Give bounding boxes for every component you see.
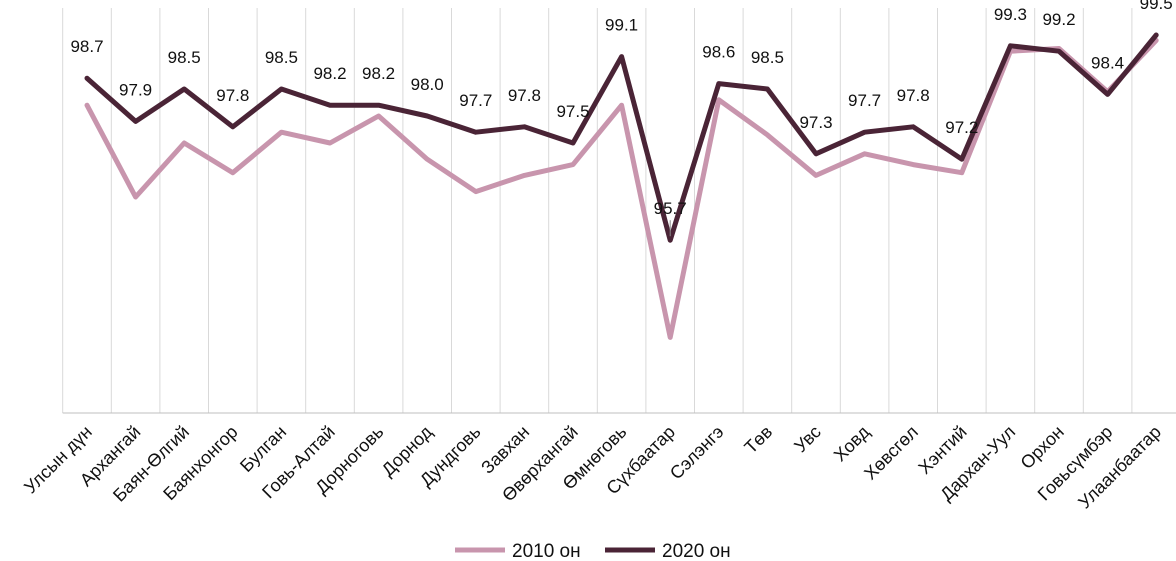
data-label: 97.2 <box>945 118 978 137</box>
legend-label-2020: 2020 он <box>662 541 731 561</box>
data-label: 98.5 <box>168 48 201 67</box>
series-line-2020 <box>84 32 1159 243</box>
data-label: 98.5 <box>751 48 784 67</box>
legend: 2010 он 2020 он <box>455 541 731 561</box>
x-tick-labels: Улсын дүнАрхангайБаян-ӨлгийБаянхонгорБул… <box>20 421 1165 512</box>
data-label: 97.8 <box>508 86 541 105</box>
data-label: 97.3 <box>799 113 832 132</box>
data-label: 95.7 <box>654 199 687 218</box>
data-label: 99.2 <box>1042 10 1075 29</box>
data-label: 98.5 <box>265 48 298 67</box>
data-label: 97.8 <box>897 86 930 105</box>
data-label: 97.7 <box>459 91 492 110</box>
x-tick-label: Төв <box>740 422 776 458</box>
series-layer <box>84 32 1159 340</box>
grid <box>62 8 1133 413</box>
x-tick-label: Улсын дүн <box>20 422 96 498</box>
data-label: 99.3 <box>994 5 1027 24</box>
x-tick-label: Хөвсгөл <box>860 422 922 484</box>
data-label: 98.2 <box>362 64 395 83</box>
data-label: 97.7 <box>848 91 881 110</box>
data-label: 99.5 <box>1140 0 1173 13</box>
data-label: 98.7 <box>70 37 103 56</box>
x-tick-label: Увс <box>790 422 825 457</box>
data-label: 99.1 <box>605 16 638 35</box>
data-label: 98.4 <box>1091 53 1124 72</box>
x-tick-label: Сэлэнгэ <box>666 422 728 484</box>
series-line-2010 <box>84 37 1159 340</box>
data-label: 97.9 <box>119 80 152 99</box>
data-label: 97.8 <box>216 86 249 105</box>
legend-label-2010: 2010 он <box>512 541 581 561</box>
data-label: 98.2 <box>313 64 346 83</box>
x-tick-label: Ховд <box>830 421 874 465</box>
data-label: 97.5 <box>556 102 589 121</box>
data-label: 98.6 <box>702 43 735 62</box>
data-labels: 98.7 97.9 98.5 97.8 98.5 98.2 98.2 98.0 97.7 97.8… <box>70 0 1173 237</box>
data-label: 98.0 <box>411 75 444 94</box>
